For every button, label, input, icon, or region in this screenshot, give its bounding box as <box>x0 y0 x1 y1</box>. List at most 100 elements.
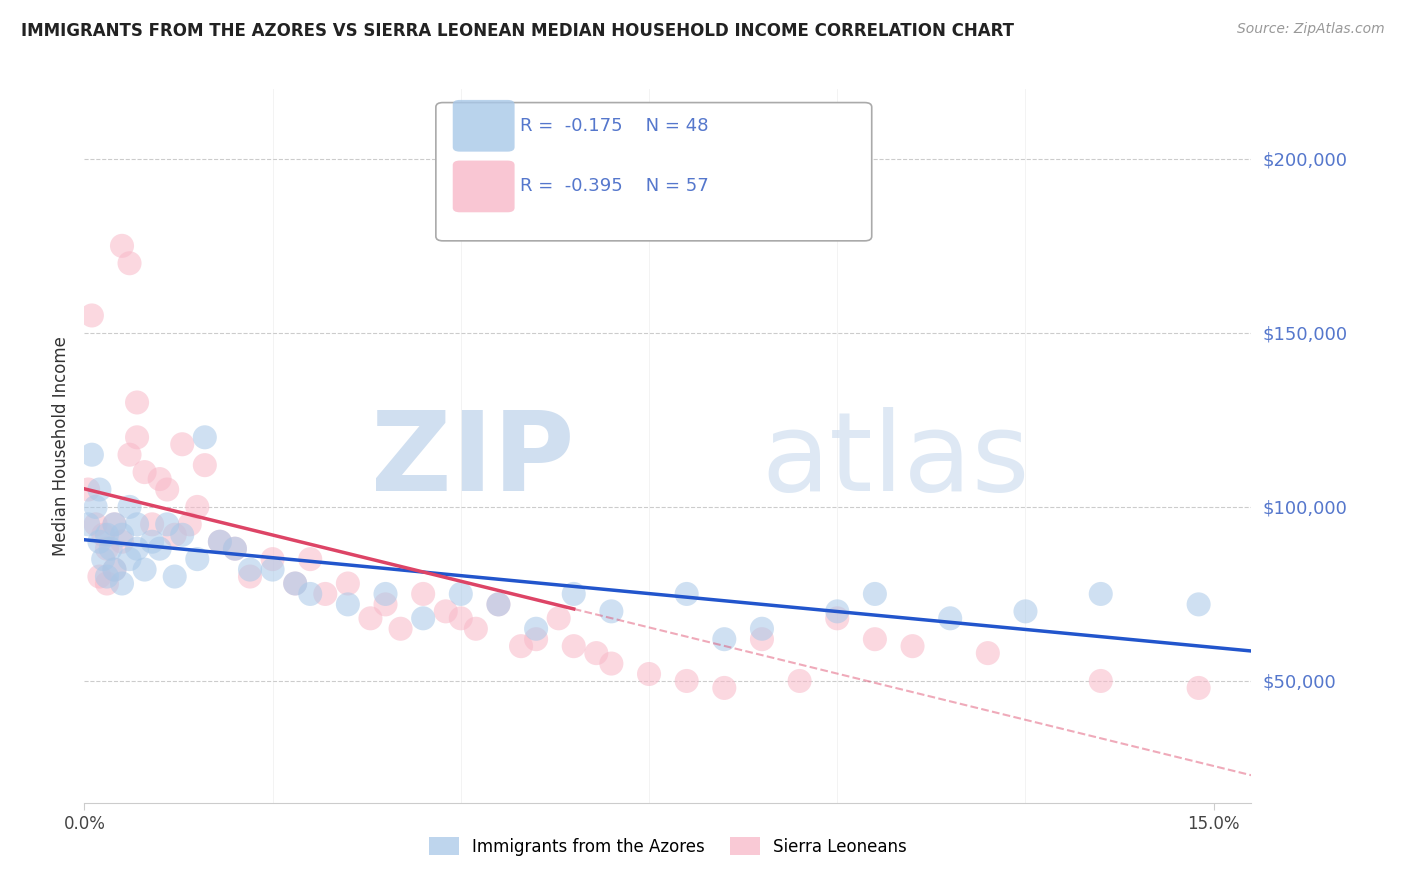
Point <box>89 534 111 549</box>
Point <box>100 541 122 556</box>
Point <box>600 657 623 671</box>
Point <box>488 598 510 612</box>
Point <box>299 552 322 566</box>
Point <box>141 517 163 532</box>
Point <box>89 483 111 497</box>
Point <box>77 483 100 497</box>
Point <box>179 517 201 532</box>
Legend: Immigrants from the Azores, Sierra Leoneans: Immigrants from the Azores, Sierra Leone… <box>422 830 914 863</box>
Point <box>111 534 134 549</box>
Point <box>118 500 141 514</box>
Point <box>524 622 547 636</box>
Point <box>77 517 100 532</box>
Point <box>825 611 848 625</box>
Point <box>194 458 217 472</box>
Point <box>977 646 1000 660</box>
Point <box>186 500 208 514</box>
Point <box>789 673 811 688</box>
Point <box>111 528 134 542</box>
Point <box>713 681 735 695</box>
Point <box>80 309 103 323</box>
Point <box>713 632 735 647</box>
Point <box>149 541 172 556</box>
Point <box>412 587 434 601</box>
Point <box>172 437 194 451</box>
Point <box>118 552 141 566</box>
Point <box>284 576 307 591</box>
Point <box>103 517 125 532</box>
Point <box>510 639 533 653</box>
Point <box>524 632 547 647</box>
Point <box>89 569 111 583</box>
Point <box>262 563 284 577</box>
Point <box>450 611 472 625</box>
Point <box>464 622 486 636</box>
Text: R =  -0.395    N = 57: R = -0.395 N = 57 <box>520 177 709 194</box>
Point <box>299 587 322 601</box>
Point <box>156 483 179 497</box>
Point <box>103 563 125 577</box>
Point <box>585 646 607 660</box>
Point <box>80 448 103 462</box>
Point <box>284 576 307 591</box>
Point <box>434 604 457 618</box>
Point <box>149 472 172 486</box>
Point <box>208 534 231 549</box>
Point <box>239 563 262 577</box>
Point <box>96 541 118 556</box>
Point <box>389 622 412 636</box>
Text: Source: ZipAtlas.com: Source: ZipAtlas.com <box>1237 22 1385 37</box>
Point <box>224 541 246 556</box>
Point <box>141 534 163 549</box>
Point <box>336 598 359 612</box>
Point <box>751 622 773 636</box>
Point <box>186 552 208 566</box>
Point <box>84 517 107 532</box>
Point <box>825 604 848 618</box>
Text: atlas: atlas <box>761 407 1029 514</box>
Point <box>638 667 661 681</box>
Point <box>1014 604 1036 618</box>
Point <box>156 517 179 532</box>
Text: IMMIGRANTS FROM THE AZORES VS SIERRA LEONEAN MEDIAN HOUSEHOLD INCOME CORRELATION: IMMIGRANTS FROM THE AZORES VS SIERRA LEO… <box>21 22 1014 40</box>
Point <box>1090 587 1112 601</box>
Point <box>751 632 773 647</box>
Text: ZIP: ZIP <box>371 407 575 514</box>
Point <box>96 528 118 542</box>
Point <box>547 611 569 625</box>
Point <box>134 563 156 577</box>
Point <box>1090 673 1112 688</box>
Point <box>412 611 434 625</box>
Point <box>314 587 336 601</box>
Point <box>96 569 118 583</box>
Point <box>118 448 141 462</box>
Point <box>675 673 697 688</box>
Point <box>939 611 962 625</box>
Point <box>450 587 472 601</box>
Point <box>374 587 396 601</box>
Point <box>239 569 262 583</box>
Point <box>1188 598 1211 612</box>
Point <box>163 569 186 583</box>
Point <box>863 587 886 601</box>
Point <box>134 465 156 479</box>
Point <box>1188 681 1211 695</box>
Point <box>111 239 134 253</box>
Point <box>562 639 585 653</box>
Point <box>125 430 148 444</box>
Point <box>359 611 381 625</box>
Point <box>125 517 148 532</box>
Point <box>262 552 284 566</box>
Point <box>336 576 359 591</box>
Point <box>103 563 125 577</box>
Point <box>91 528 114 542</box>
Point <box>194 430 217 444</box>
Point <box>208 534 231 549</box>
Point <box>84 500 107 514</box>
Point <box>125 395 148 409</box>
Point <box>111 576 134 591</box>
Point <box>91 552 114 566</box>
Point <box>96 576 118 591</box>
Point <box>600 604 623 618</box>
Point <box>163 528 186 542</box>
